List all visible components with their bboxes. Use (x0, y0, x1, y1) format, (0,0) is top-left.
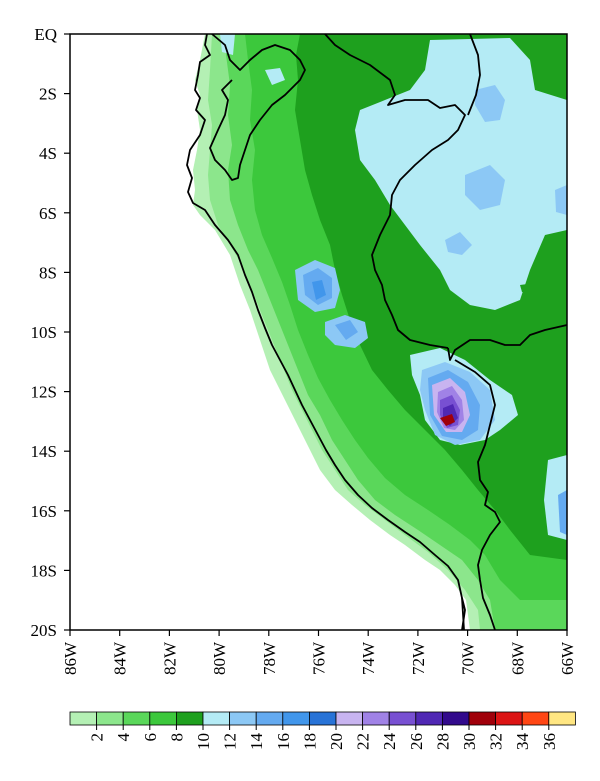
land-fill-level-14-east-c (445, 232, 472, 255)
y-tick-label: 12S (31, 383, 57, 402)
colorbar-swatch (441, 711, 470, 726)
x-tick-label: 82W (160, 641, 179, 675)
y-tick-label: 18S (31, 561, 57, 580)
colorbar-swatch (282, 711, 310, 726)
land-fill-level-14-east-b (465, 165, 505, 210)
colorbar-swatch (175, 711, 204, 726)
x-tick-label: 76W (310, 641, 329, 675)
colorbar-label: 32 (487, 733, 506, 750)
colorbar-label: 14 (247, 733, 266, 751)
colorbar-label: 20 (327, 733, 346, 750)
bolivia-chile-border (461, 597, 466, 631)
colorbar-labels: 2 4 6 8 10 12 14 16 18 20 22 24 26 28 30 32 34 36 (88, 733, 559, 751)
colorbar-swatch (335, 711, 364, 726)
boundary-lines (186, 33, 568, 631)
land-fill-level-10-spot (520, 283, 535, 292)
x-tick-label: 66W (558, 641, 577, 675)
colorbar-swatch (229, 711, 257, 726)
colorbar-swatch (362, 711, 390, 726)
land-fill-level-14-far-east (555, 185, 567, 215)
x-axis (69, 630, 568, 636)
x-tick-label: 78W (260, 641, 279, 675)
y-tick-label: 4S (39, 144, 57, 163)
land-fill-level-32-core (440, 414, 455, 426)
colorbar-swatch (468, 711, 497, 726)
y-tick-label: 2S (39, 85, 57, 104)
y-tick-label: 20S (31, 621, 57, 640)
x-tick-label: 68W (508, 641, 527, 675)
colorbar-label: 12 (221, 733, 240, 750)
x-tick-label: 86W (61, 641, 80, 675)
colorbar-swatch (149, 711, 177, 726)
land-fill-level-12-north (265, 68, 285, 85)
colorbar-swatch (308, 711, 337, 726)
peru-brazil-border (447, 324, 568, 361)
colorbar-label: 26 (407, 733, 426, 750)
y-tick-label: 10S (31, 323, 57, 342)
colorbar-label: 6 (141, 733, 160, 742)
colorbar-label: 16 (274, 733, 293, 750)
colorbar-label: 36 (540, 733, 559, 750)
colorbar-swatch (96, 711, 124, 726)
y-tick-label: 8S (39, 263, 57, 282)
colorbar-swatch (388, 711, 417, 726)
map-plot-area (69, 33, 568, 631)
y-tick-label: EQ (34, 25, 57, 44)
colorbar-label: 4 (114, 733, 133, 742)
land-fill-level-16-west-b (335, 320, 358, 340)
coastline (186, 33, 465, 631)
colorbar-label: 28 (433, 733, 452, 750)
colorbar-swatch (548, 711, 576, 726)
x-tick-label: 70W (459, 641, 478, 675)
x-tick-label: 74W (359, 641, 378, 675)
colorbar-swatch (122, 711, 151, 726)
colorbar-swatch (255, 711, 284, 726)
peru-colombia-border (324, 33, 466, 349)
colorbar-swatch (415, 711, 443, 726)
colorbar-swatch (521, 711, 550, 726)
y-tick-label: 14S (31, 442, 57, 461)
colorbar-label: 10 (194, 733, 213, 750)
land-fill-level-12-eq (220, 34, 235, 55)
land-fill-level-18-west (312, 280, 326, 300)
colorbar-swatch (69, 711, 98, 726)
y-tick-labels: EQ 2S 4S 6S 8S 10S 12S 14S 16S 18S 20S (31, 25, 57, 640)
x-tick-label: 84W (111, 641, 130, 675)
colorbar (69, 711, 576, 730)
y-axis (64, 33, 70, 631)
colorbar-label: 2 (88, 733, 107, 742)
x-tick-label: 80W (210, 641, 229, 675)
colorbar-label: 18 (300, 733, 319, 750)
land-fill-level-14-east-a (475, 85, 505, 122)
peru-bolivia-border (454, 359, 501, 631)
land-fill-level-14-far-south (558, 490, 567, 535)
y-tick-label: 16S (31, 502, 57, 521)
colorbar-label: 8 (167, 733, 186, 742)
x-tick-label: 72W (409, 641, 428, 675)
colorbar-label: 24 (380, 733, 399, 751)
colorbar-swatch (202, 711, 231, 726)
colorbar-label: 34 (513, 733, 532, 751)
ecuador-peru-border (209, 33, 306, 181)
colombia-brazil-border (467, 33, 481, 116)
land-fill-level-12-east (355, 38, 567, 310)
x-tick-labels: 86W 84W 82W 80W 78W 76W 74W 72W 70W 68W … (61, 641, 577, 675)
colorbar-label: 30 (460, 733, 479, 750)
colorbar-swatch (495, 711, 523, 726)
colorbar-label: 22 (354, 733, 373, 750)
y-tick-label: 6S (39, 204, 57, 223)
